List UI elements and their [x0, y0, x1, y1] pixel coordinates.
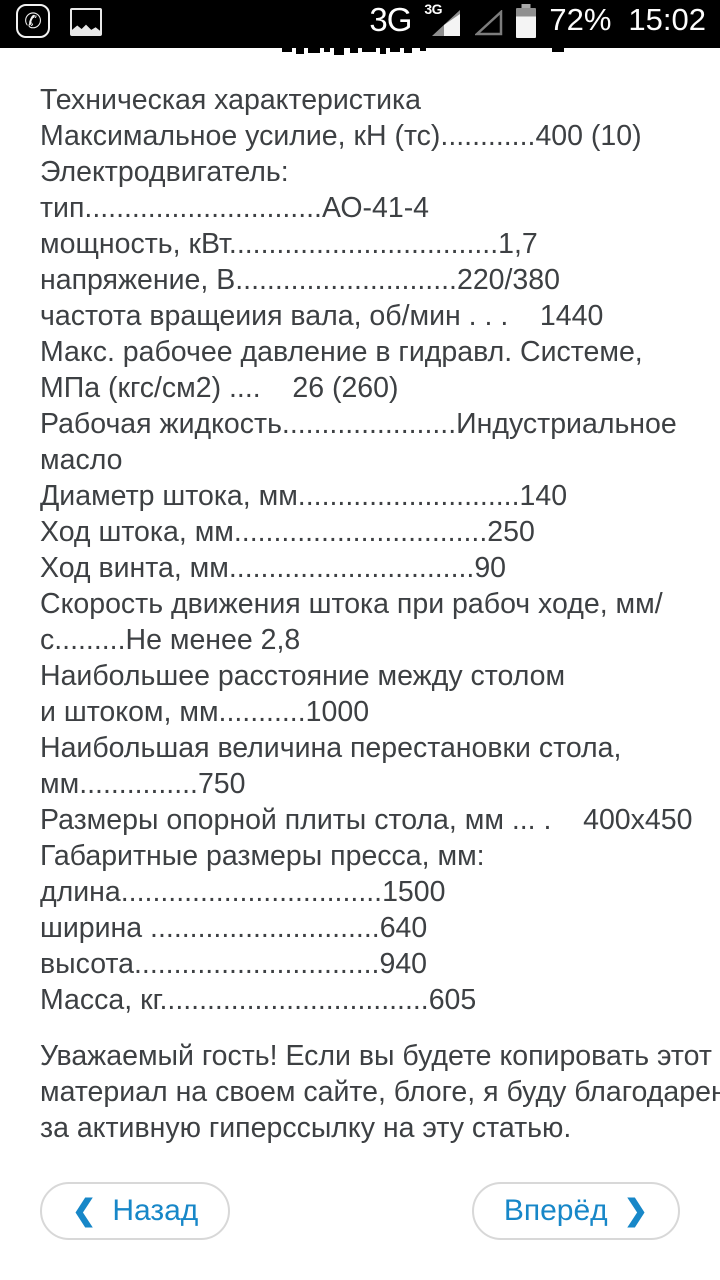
spec-line: ширина .............................640	[40, 912, 428, 944]
spec-line: напряжение, В...........................…	[40, 264, 560, 296]
spec-line: с.........Не менее 2,8	[40, 624, 301, 656]
battery-icon	[516, 3, 537, 38]
clipped-title-fragment	[334, 48, 344, 55]
spec-line: Наибольшее расстояние между столом	[40, 660, 566, 692]
notice-line: Уважаемый гость! Если вы будете копирова…	[40, 1040, 712, 1072]
viber-icon: ✆	[16, 4, 50, 38]
spec-line: высота...............................940	[40, 948, 428, 980]
spec-line: Электродвигатель:	[40, 156, 289, 188]
spec-line: МПа (кгс/см2) .... 26 (260)	[40, 372, 399, 404]
spec-line: и штоком, мм...........1000	[40, 696, 370, 728]
spec-line: Ход винта, мм...........................…	[40, 552, 507, 584]
signal-network-badge: 3G	[424, 1, 443, 17]
back-button-label: Назад	[112, 1194, 199, 1227]
spec-line: Макс. рабочее давление в гидравл. Систем…	[40, 336, 643, 368]
status-bar: ✆ 3G 3G 72% 15:02	[0, 0, 720, 40]
spec-line: длина.................................15…	[40, 876, 446, 908]
clipped-title-fragment	[390, 48, 400, 52]
spec-line: Диаметр штока, мм.......................…	[40, 480, 568, 512]
gallery-icon	[70, 8, 102, 36]
chevron-right-icon: ❯	[623, 1194, 648, 1227]
spec-line: Максимальное усилие, кН (тс)............…	[40, 120, 642, 152]
spec-line: тип..............................АО-41-4	[40, 192, 430, 224]
signal-triangle-icon: 3G	[424, 1, 461, 38]
status-bar-left: ✆	[16, 2, 102, 38]
article-content: Техническая характеристика Максимальное …	[0, 48, 720, 1146]
spec-line: мм...............750	[40, 768, 246, 800]
clipped-title-fragment	[404, 48, 412, 53]
clipped-title-fragment	[362, 48, 376, 52]
clipped-title-fragment	[308, 48, 320, 53]
status-bar-clock: 15:02	[628, 2, 706, 37]
spec-line: Скорость движения штока при рабоч ходе, …	[40, 588, 663, 620]
clipped-title-fragment	[350, 48, 358, 53]
notice-line: за активную гиперссылку на эту статью.	[40, 1112, 572, 1144]
clipped-title-fragment	[380, 48, 386, 54]
forward-button[interactable]: Вперёд ❯	[471, 1182, 680, 1240]
signal-triangle-empty-icon	[473, 2, 503, 38]
forward-button-label: Вперёд	[503, 1194, 608, 1227]
collapsed-browser-header	[0, 40, 720, 55]
clipped-title-fragment	[296, 48, 304, 54]
copyright-notice: Уважаемый гость! Если вы будете копирова…	[40, 1038, 720, 1146]
spec-line: Рабочая жидкость......................Ин…	[40, 408, 677, 440]
spec-line: Размеры опорной плиты стола, мм ... . 40…	[40, 804, 693, 836]
clipped-title-fragment	[324, 48, 330, 52]
spec-line: масло	[40, 444, 123, 476]
spec-line: Габаритные размеры пресса, мм:	[40, 840, 485, 872]
network-type-label: 3G	[369, 1, 412, 38]
spec-line: Масса, кг...............................…	[40, 984, 477, 1016]
notice-line: материал на своем сайте, блоге, я буду б…	[40, 1076, 720, 1108]
spec-line: Наибольшая величина перестановки стола,	[40, 732, 622, 764]
spec-line: частота вращеиия вала, об/мин . . . 1440	[40, 300, 604, 332]
clipped-title-fragment	[420, 48, 426, 51]
clipped-title-fragment	[282, 48, 292, 52]
spec-line: Ход штока, мм...........................…	[40, 516, 535, 548]
back-button[interactable]: ❮ Назад	[40, 1182, 231, 1240]
spec-line: мощность, кВт...........................…	[40, 228, 538, 260]
clipped-title-fragment	[552, 48, 564, 52]
spec-section-title: Техническая характеристика	[40, 84, 421, 116]
status-bar-right: 3G 3G 72% 15:02	[369, 1, 706, 39]
battery-percent: 72%	[549, 2, 612, 37]
chevron-left-icon: ❮	[72, 1194, 97, 1227]
pagination-nav: ❮ Назад Вперёд ❯	[0, 1182, 720, 1240]
